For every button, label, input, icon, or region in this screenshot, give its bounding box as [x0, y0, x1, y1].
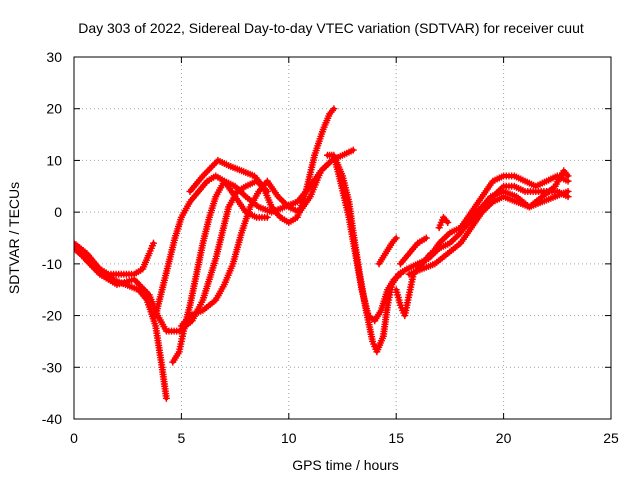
series-track-3: [81, 177, 271, 335]
series-track-16: [435, 213, 452, 232]
series-markers: [392, 244, 443, 320]
y-tick-label: -40: [42, 411, 62, 427]
series-track-14: [424, 172, 572, 263]
series-layer: [74, 105, 572, 402]
series-markers: [461, 167, 572, 232]
y-tick-label: 30: [46, 49, 62, 65]
series-track-4: [152, 172, 271, 320]
y-tick-label: 20: [46, 101, 62, 117]
y-tick-label: -20: [42, 308, 62, 324]
series-markers: [375, 234, 400, 268]
series-track-11: [396, 234, 430, 268]
y-tick-label: 0: [54, 204, 62, 220]
plot-frame: [73, 56, 612, 420]
series-track-7: [186, 105, 338, 226]
series-markers: [424, 172, 572, 263]
x-tick-label: 20: [496, 430, 512, 446]
series-track-15: [461, 167, 572, 232]
series-markers: [81, 177, 271, 335]
y-axis-label: SDTVAR / TECUs: [6, 182, 22, 294]
series-markers: [152, 172, 271, 320]
x-tick-label: 0: [70, 430, 78, 446]
series-track-12: [392, 244, 443, 320]
y-tick-label: 10: [46, 152, 62, 168]
series-markers: [396, 234, 430, 268]
chart-title: Day 303 of 2022, Sidereal Day-to-day VTE…: [78, 20, 584, 36]
grid-layer: [74, 57, 611, 419]
x-tick-label: 5: [178, 430, 186, 446]
x-axis-label: GPS time / hours: [292, 457, 399, 473]
y-tick-label: -30: [42, 359, 62, 375]
tick-layer: 0 5 10 15 20 25 30 20 10 0 -10 -20 -30 -40: [42, 49, 619, 446]
x-tick-label: 25: [603, 430, 619, 446]
x-tick-label: 10: [281, 430, 297, 446]
series-markers: [186, 105, 338, 226]
series-track-10: [375, 234, 400, 268]
y-tick-label: -10: [42, 256, 62, 272]
series-markers: [435, 213, 452, 232]
x-tick-label: 15: [388, 430, 404, 446]
